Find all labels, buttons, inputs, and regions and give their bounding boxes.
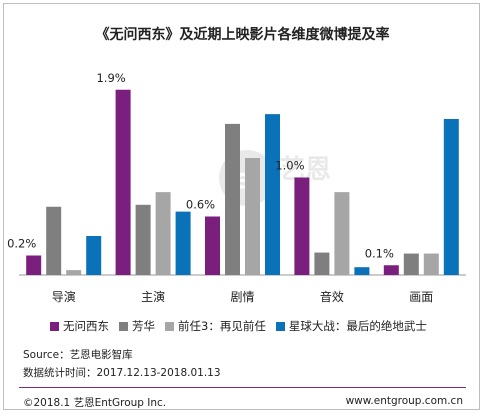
bar (135, 204, 151, 275)
bar (46, 206, 62, 275)
data-label: 0.2% (7, 237, 36, 251)
data-label: 1.9% (96, 71, 125, 85)
legend-label: 无问西东 (63, 319, 109, 333)
bar (383, 265, 399, 275)
bar (334, 192, 350, 275)
bar (314, 252, 330, 275)
legend-item: 无问西东 (50, 318, 109, 334)
x-tick-label: 画面 (409, 290, 433, 304)
bar (175, 211, 191, 275)
chart-legend: 无问西东 芳华 前任3：再见前任 星球大战：最后的绝地武士 (50, 318, 437, 334)
x-tick-label: 剧情 (230, 290, 254, 304)
data-label: 0.1% (365, 246, 394, 260)
legend-swatch (50, 321, 59, 331)
legend-item: 前任3：再见前任 (165, 318, 266, 334)
bar (245, 158, 260, 275)
data-label: 1.0% (275, 159, 304, 173)
legend-swatch (275, 321, 285, 331)
bar (354, 267, 370, 275)
x-tick-label: 导演 (52, 289, 76, 304)
copyright-text: ©2018.1 艺恩EntGroup Inc. (23, 397, 167, 409)
legend-label: 星球大战：最后的绝地武士 (288, 319, 427, 333)
period-note: 数据统计时间：2017.12.13-2018.01.13 (23, 367, 221, 379)
chart-frame (3, 3, 480, 410)
bar (265, 114, 280, 275)
x-tick-label: 主演 (141, 289, 165, 304)
bar (423, 253, 439, 275)
bar-chart: 0.2% 导演 1.9% 主演 0.6% 剧情 1.0% 音效 0.1% 画面 (7, 71, 466, 304)
footer-divider (19, 387, 466, 388)
bar (294, 177, 310, 275)
bar (66, 270, 82, 275)
bar (155, 192, 171, 275)
bar (225, 123, 240, 275)
legend-swatch (165, 321, 174, 331)
bar (26, 255, 42, 275)
website-link[interactable]: www.entgroup.com.cn (345, 395, 463, 407)
legend-item: 星球大战：最后的绝地武士 (275, 318, 427, 334)
bar (205, 216, 220, 275)
bar (443, 119, 459, 275)
bar (403, 253, 419, 275)
source-note: Source：艺恩电影智库 (23, 349, 133, 361)
legend-label: 芳华 (132, 319, 155, 333)
legend-label: 前任3：再见前任 (178, 319, 266, 333)
data-label: 0.6% (186, 198, 215, 212)
bar (115, 89, 131, 275)
x-tick-label: 音效 (320, 289, 344, 304)
chart-title: 《无问西东》及近期上映影片各维度微博提及率 (95, 27, 390, 43)
legend-swatch (119, 321, 128, 331)
legend-item: 芳华 (119, 318, 155, 334)
bar (86, 236, 102, 275)
